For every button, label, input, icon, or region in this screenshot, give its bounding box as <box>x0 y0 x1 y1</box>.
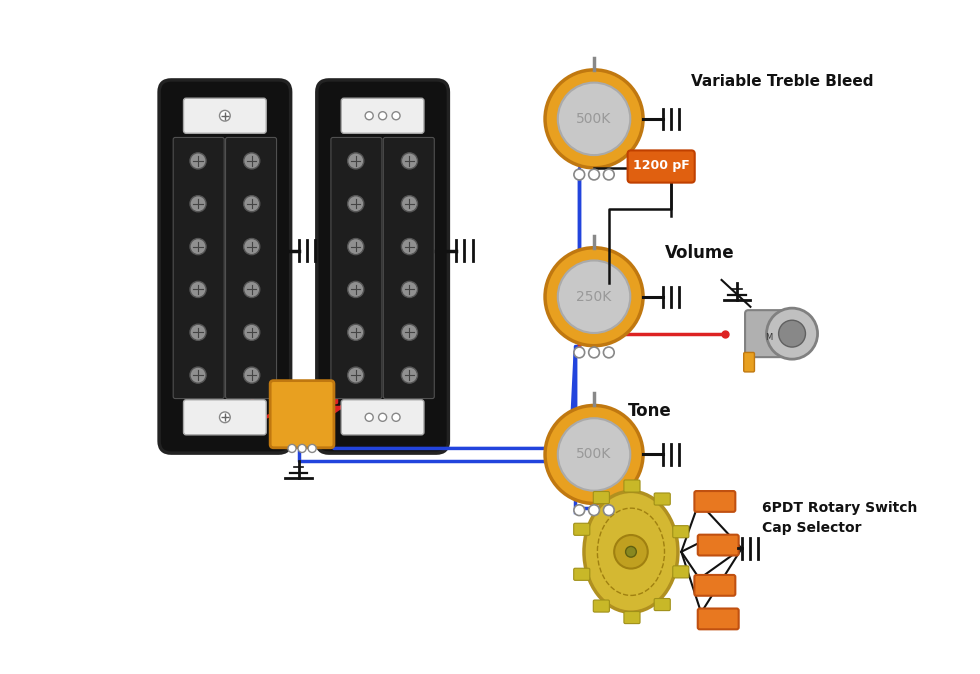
Circle shape <box>298 444 306 452</box>
Circle shape <box>348 153 364 169</box>
Circle shape <box>589 347 600 358</box>
Circle shape <box>348 367 364 384</box>
FancyBboxPatch shape <box>655 599 670 611</box>
Circle shape <box>244 324 260 340</box>
Circle shape <box>220 412 230 423</box>
Circle shape <box>190 153 206 169</box>
Circle shape <box>288 444 296 452</box>
Text: 250K: 250K <box>576 290 612 304</box>
Circle shape <box>378 112 387 120</box>
FancyBboxPatch shape <box>317 80 449 453</box>
Circle shape <box>366 112 373 120</box>
Circle shape <box>348 239 364 255</box>
FancyBboxPatch shape <box>593 600 610 612</box>
Text: Variable Treble Bleed: Variable Treble Bleed <box>691 74 874 90</box>
FancyBboxPatch shape <box>672 566 689 578</box>
FancyBboxPatch shape <box>624 611 640 623</box>
FancyBboxPatch shape <box>341 98 424 133</box>
Circle shape <box>190 367 206 384</box>
Circle shape <box>190 281 206 297</box>
Ellipse shape <box>584 491 678 612</box>
FancyBboxPatch shape <box>627 150 695 183</box>
Circle shape <box>402 239 417 255</box>
FancyBboxPatch shape <box>270 381 334 448</box>
Circle shape <box>402 367 417 384</box>
FancyBboxPatch shape <box>341 400 424 435</box>
Circle shape <box>378 413 387 421</box>
Circle shape <box>244 239 260 255</box>
Circle shape <box>604 505 614 516</box>
Circle shape <box>558 83 630 155</box>
FancyBboxPatch shape <box>183 98 267 133</box>
Text: 1200 pF: 1200 pF <box>633 159 690 173</box>
Circle shape <box>589 505 600 516</box>
Circle shape <box>220 111 230 121</box>
Circle shape <box>604 347 614 358</box>
Circle shape <box>614 535 648 569</box>
Circle shape <box>589 169 600 180</box>
Text: M: M <box>765 332 772 342</box>
FancyBboxPatch shape <box>624 480 640 492</box>
Circle shape <box>190 195 206 212</box>
Circle shape <box>558 419 630 491</box>
FancyBboxPatch shape <box>744 353 755 372</box>
Circle shape <box>604 169 614 180</box>
Circle shape <box>625 547 636 557</box>
FancyBboxPatch shape <box>745 310 792 357</box>
FancyBboxPatch shape <box>593 491 610 503</box>
Circle shape <box>348 195 364 212</box>
FancyBboxPatch shape <box>672 526 689 538</box>
FancyBboxPatch shape <box>695 575 735 596</box>
Circle shape <box>348 324 364 340</box>
Text: 500K: 500K <box>576 112 612 126</box>
FancyBboxPatch shape <box>331 137 382 398</box>
Circle shape <box>766 308 817 359</box>
Circle shape <box>402 153 417 169</box>
Circle shape <box>190 324 206 340</box>
FancyBboxPatch shape <box>573 568 590 580</box>
Text: Volume: Volume <box>664 244 734 262</box>
Circle shape <box>402 324 417 340</box>
Circle shape <box>308 444 317 452</box>
Text: 6PDT Rotary Switch: 6PDT Rotary Switch <box>761 501 917 515</box>
Circle shape <box>574 505 585 516</box>
FancyBboxPatch shape <box>698 609 739 630</box>
Circle shape <box>545 70 643 168</box>
FancyBboxPatch shape <box>698 534 739 555</box>
Circle shape <box>244 367 260 384</box>
Text: Tone: Tone <box>627 402 671 420</box>
Circle shape <box>545 248 643 346</box>
FancyBboxPatch shape <box>225 137 276 398</box>
FancyBboxPatch shape <box>173 137 224 398</box>
Circle shape <box>402 281 417 297</box>
FancyBboxPatch shape <box>183 400 267 435</box>
Circle shape <box>392 413 400 421</box>
Text: Cap Selector: Cap Selector <box>761 521 861 535</box>
Circle shape <box>574 347 585 358</box>
Circle shape <box>244 153 260 169</box>
FancyBboxPatch shape <box>655 493 670 505</box>
Text: 500K: 500K <box>576 448 612 462</box>
Circle shape <box>348 281 364 297</box>
Circle shape <box>190 239 206 255</box>
FancyBboxPatch shape <box>573 523 590 535</box>
Circle shape <box>558 260 630 333</box>
FancyBboxPatch shape <box>695 491 735 512</box>
FancyBboxPatch shape <box>159 80 291 453</box>
FancyBboxPatch shape <box>383 137 434 398</box>
Circle shape <box>244 281 260 297</box>
Circle shape <box>366 413 373 421</box>
Circle shape <box>574 169 585 180</box>
Circle shape <box>545 406 643 503</box>
Circle shape <box>402 195 417 212</box>
Circle shape <box>392 112 400 120</box>
Circle shape <box>244 195 260 212</box>
Circle shape <box>779 320 806 347</box>
